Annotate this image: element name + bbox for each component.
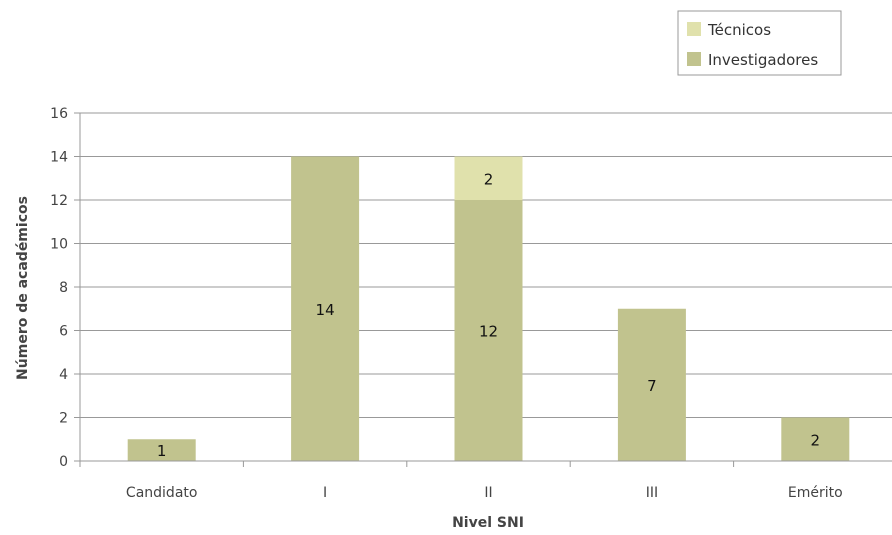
legend: Técnicos Investigadores — [677, 10, 842, 76]
bar-técnicos-2 — [454, 156, 523, 200]
axes-group — [74, 112, 892, 467]
data-label-investigadores-1: 14 — [316, 301, 335, 319]
y-tick-label-0: 0 — [59, 454, 68, 470]
x-tick-label-1: I — [323, 485, 327, 501]
data-label-investigadores-4: 2 — [811, 431, 821, 449]
y-tick-label-10: 10 — [50, 237, 68, 253]
legend-swatch-técnicos — [687, 22, 701, 36]
x-axis-title: Nivel SNI — [452, 515, 524, 531]
legend-label-investigadores: Investigadores — [708, 51, 818, 69]
data-label-investigadores-3: 7 — [647, 377, 657, 395]
y-tick-label-4: 4 — [59, 367, 68, 383]
bar-investigadores-2 — [454, 200, 523, 461]
bar-investigadores-0 — [127, 439, 196, 461]
legend-box — [677, 10, 842, 76]
bar-investigadores-3 — [617, 308, 686, 461]
data-labels-group: 1 14 12 2 7 2 — [157, 170, 820, 460]
x-tick-label-0: Candidato — [126, 485, 198, 501]
data-label-investigadores-2: 12 — [479, 323, 498, 341]
y-tick-label-2: 2 — [59, 411, 68, 427]
y-axis-title: Número de académicos — [15, 196, 31, 380]
legend-label-técnicos: Técnicos — [707, 21, 771, 39]
y-tick-label-6: 6 — [59, 324, 68, 340]
x-tick-label-2: II — [484, 485, 492, 501]
legend-swatch-investigadores — [687, 52, 701, 66]
data-label-investigadores-0: 1 — [157, 442, 167, 460]
y-tick-label-14: 14 — [50, 150, 68, 166]
y-tick-label-12: 12 — [50, 193, 68, 209]
x-tick-label-4: Emérito — [788, 485, 843, 501]
data-label-técnicos-2: 2 — [484, 170, 494, 188]
bar-investigadores-1 — [291, 156, 360, 461]
y-tick-label-16: 16 — [50, 106, 68, 122]
x-tick-label-3: III — [646, 485, 658, 501]
bar-investigadores-4 — [781, 417, 850, 461]
bars-group — [127, 156, 850, 461]
y-tick-label-8: 8 — [59, 280, 68, 296]
